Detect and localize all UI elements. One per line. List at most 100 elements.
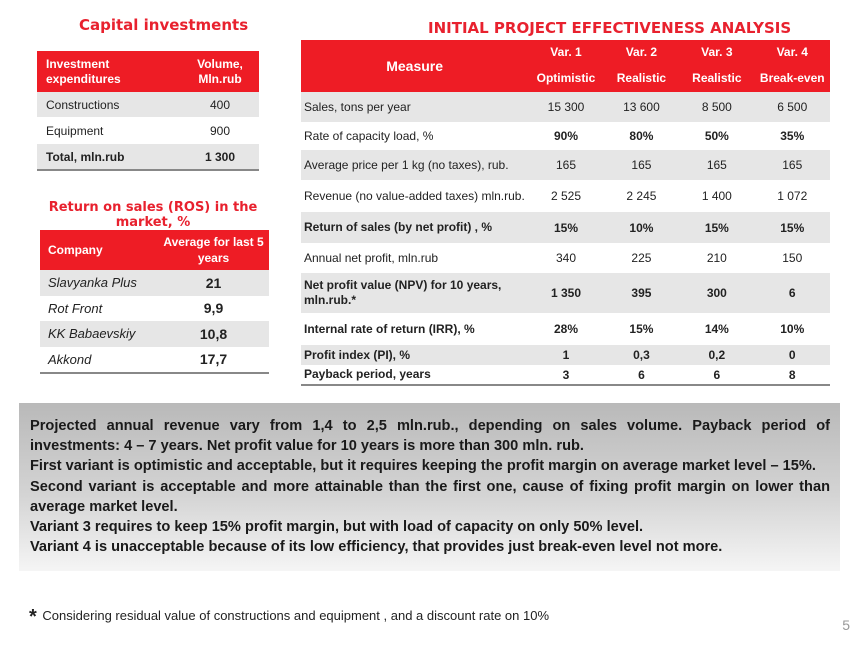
ros-table: Company Average for last 5 years Slavyan… bbox=[40, 230, 269, 374]
cell-value: 2 525 bbox=[528, 180, 604, 212]
measure-label: Sales, tons per year bbox=[301, 92, 529, 122]
cell-value: 6 bbox=[603, 365, 680, 386]
col-header-variant-1: Var. 1 bbox=[528, 40, 604, 64]
cell-value: 28% bbox=[528, 313, 604, 345]
cell-value: 340 bbox=[528, 243, 604, 273]
table-row: Return of sales (by net profit) , % 15% … bbox=[301, 212, 830, 243]
cell-value: 15% bbox=[603, 313, 680, 345]
cell-value: 300 bbox=[679, 273, 755, 313]
cell-value: 3 bbox=[528, 365, 604, 386]
cell-value: 10% bbox=[603, 212, 680, 243]
row-label: Equipment bbox=[37, 117, 181, 144]
table-row: Net profit value (NPV) for 10 years, mln… bbox=[301, 273, 830, 313]
effectiveness-analysis-table: Measure Var. 1 Var. 2 Var. 3 Var. 4 Opti… bbox=[301, 40, 830, 386]
row-value: 400 bbox=[181, 92, 259, 118]
col-header-investment: Investment expenditures bbox=[37, 51, 181, 92]
cell-value: 15% bbox=[754, 212, 830, 243]
summary-paragraph-5: Variant 4 is unacceptable because of its… bbox=[30, 539, 723, 556]
row-value: 900 bbox=[181, 117, 259, 144]
variant-type-2: Realistic bbox=[603, 64, 680, 92]
cell-value: 210 bbox=[679, 243, 755, 273]
footnote-mark: * bbox=[29, 606, 37, 628]
variant-type-3: Realistic bbox=[679, 64, 755, 92]
company-name: KK Babaevskiy bbox=[40, 321, 158, 347]
summary-paragraph-3: Second variant is acceptable and more at… bbox=[30, 478, 830, 515]
cell-value: 165 bbox=[528, 150, 604, 180]
cell-value: 8 500 bbox=[679, 92, 755, 122]
col-header-variant-2: Var. 2 bbox=[603, 40, 680, 64]
col-header-volume: Volume, Mln.rub bbox=[181, 51, 259, 92]
cell-value: 80% bbox=[603, 122, 680, 150]
measure-label: Profit index (PI), % bbox=[301, 345, 529, 365]
company-name: Akkond bbox=[40, 346, 158, 374]
company-ros-value: 21 bbox=[158, 270, 269, 296]
capital-investments-title: Capital investments bbox=[79, 16, 249, 34]
measure-label: Return of sales (by net profit) , % bbox=[301, 212, 529, 243]
cell-value: 50% bbox=[679, 122, 755, 150]
measure-label: Internal rate of return (IRR), % bbox=[301, 313, 529, 345]
table-row: Rate of capacity load, % 90% 80% 50% 35% bbox=[301, 122, 830, 150]
analysis-title: INITIAL PROJECT EFFECTIVENESS ANALYSIS bbox=[428, 19, 792, 37]
row-value: 1 300 bbox=[181, 143, 259, 171]
ros-title: Return on sales (ROS) in the market, % bbox=[48, 200, 258, 230]
summary-box: Projected annual revenue vary from 1,4 t… bbox=[19, 403, 840, 571]
table-row: Payback period, years 3 6 6 8 bbox=[301, 365, 830, 386]
cell-value: 13 600 bbox=[603, 92, 680, 122]
company-ros-value: 10,8 bbox=[158, 321, 269, 347]
cell-value: 15% bbox=[679, 212, 755, 243]
capital-investments-table: Investment expenditures Volume, Mln.rub … bbox=[37, 51, 259, 171]
table-row: Average price per 1 kg (no taxes), rub. … bbox=[301, 150, 830, 180]
cell-value: 1 bbox=[528, 345, 604, 365]
cell-value: 6 500 bbox=[754, 92, 830, 122]
company-ros-value: 9,9 bbox=[158, 295, 269, 321]
measure-label: Revenue (no value-added taxes) mln.rub. bbox=[301, 180, 529, 212]
cell-value: 1 072 bbox=[754, 180, 830, 212]
measure-label: Rate of capacity load, % bbox=[301, 122, 529, 150]
table-row: Akkond 17,7 bbox=[40, 346, 269, 374]
col-header-company: Company bbox=[40, 230, 158, 270]
table-row-total: Total, mln.rub 1 300 bbox=[37, 143, 259, 171]
table-row: Constructions 400 bbox=[37, 92, 259, 118]
col-header-measure: Measure bbox=[301, 40, 529, 92]
cell-value: 395 bbox=[603, 273, 680, 313]
variant-type-4: Break-even bbox=[754, 64, 830, 92]
cell-value: 225 bbox=[603, 243, 680, 273]
company-ros-value: 17,7 bbox=[158, 346, 269, 374]
cell-value: 2 245 bbox=[603, 180, 680, 212]
cell-value: 90% bbox=[528, 122, 604, 150]
cell-value: 1 400 bbox=[679, 180, 755, 212]
table-row: Equipment 900 bbox=[37, 117, 259, 144]
cell-value: 0,3 bbox=[603, 345, 680, 365]
table-row: Profit index (PI), % 1 0,3 0,2 0 bbox=[301, 345, 830, 365]
table-row: Internal rate of return (IRR), % 28% 15%… bbox=[301, 313, 830, 345]
cell-value: 35% bbox=[754, 122, 830, 150]
col-header-average: Average for last 5 years bbox=[158, 230, 269, 270]
table-row: Sales, tons per year 15 300 13 600 8 500… bbox=[301, 92, 830, 122]
cell-value: 14% bbox=[679, 313, 755, 345]
cell-value: 0,2 bbox=[679, 345, 755, 365]
measure-label: Annual net profit, mln.rub bbox=[301, 243, 529, 273]
table-row: Revenue (no value-added taxes) mln.rub. … bbox=[301, 180, 830, 212]
table-row: Annual net profit, mln.rub 340 225 210 1… bbox=[301, 243, 830, 273]
col-header-variant-4: Var. 4 bbox=[754, 40, 830, 64]
cell-value: 8 bbox=[754, 365, 830, 386]
cell-value: 0 bbox=[754, 345, 830, 365]
cell-value: 165 bbox=[754, 150, 830, 180]
table-row: Rot Front 9,9 bbox=[40, 295, 269, 321]
cell-value: 6 bbox=[754, 273, 830, 313]
cell-value: 1 350 bbox=[528, 273, 604, 313]
measure-label: Payback period, years bbox=[301, 365, 529, 386]
summary-paragraph-1: Projected annual revenue vary from 1,4 t… bbox=[30, 418, 830, 455]
col-header-variant-3: Var. 3 bbox=[679, 40, 755, 64]
row-label: Total, mln.rub bbox=[37, 143, 181, 171]
summary-paragraph-2: First variant is optimistic and acceptab… bbox=[30, 458, 816, 475]
cell-value: 10% bbox=[754, 313, 830, 345]
table-row: Slavyanka Plus 21 bbox=[40, 270, 269, 296]
summary-paragraph-4: Variant 3 requires to keep 15% profit ma… bbox=[30, 519, 644, 536]
footnote-text: Considering residual value of constructi… bbox=[42, 608, 550, 623]
cell-value: 6 bbox=[679, 365, 755, 386]
cell-value: 15% bbox=[528, 212, 604, 243]
measure-label: Net profit value (NPV) for 10 years, mln… bbox=[301, 273, 529, 313]
variant-type-1: Optimistic bbox=[528, 64, 604, 92]
company-name: Rot Front bbox=[40, 295, 158, 321]
